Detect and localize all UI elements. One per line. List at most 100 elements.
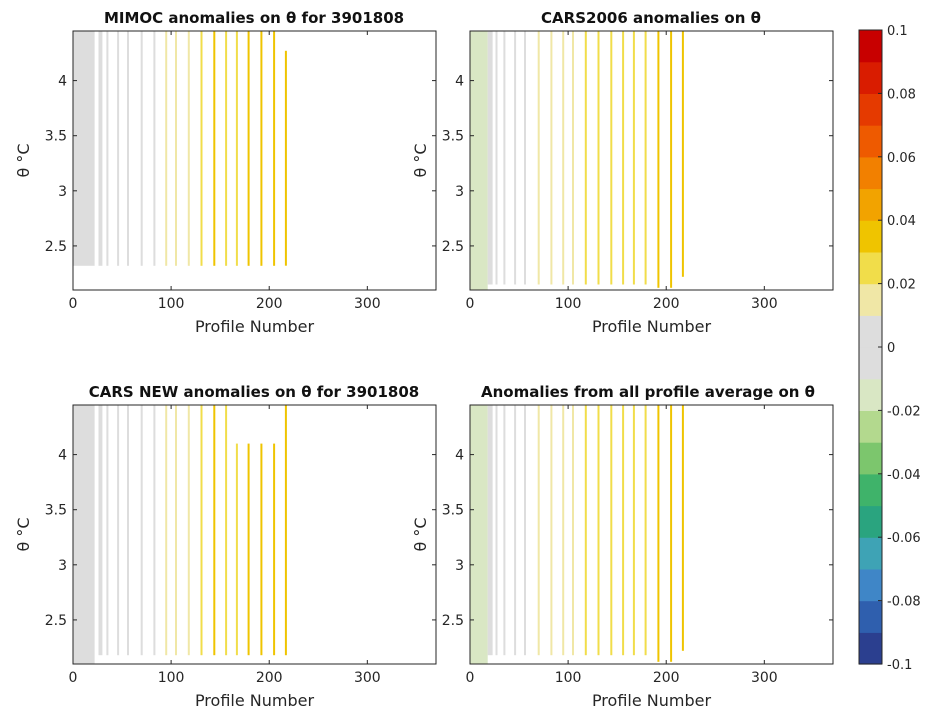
y-axis-label: θ °C bbox=[411, 517, 430, 551]
profile-stripe bbox=[503, 31, 506, 285]
colorbar-segment bbox=[859, 125, 882, 158]
profile-stripe bbox=[524, 31, 526, 285]
profile-stripe bbox=[225, 31, 228, 266]
colorbar-segment bbox=[859, 632, 882, 665]
panel-3: 0 100 200 300 2.5 3 3.5 4 CARS NEW anomalies on … bbox=[14, 383, 437, 710]
profile-stripe bbox=[106, 405, 109, 656]
y-tick-label: 2.5 bbox=[442, 613, 464, 629]
profile-stripe bbox=[657, 31, 660, 288]
axes-box bbox=[72, 30, 437, 291]
x-tick-label: 200 bbox=[256, 670, 283, 686]
profile-stripe bbox=[572, 31, 574, 285]
profile-stripe bbox=[584, 31, 587, 285]
profile-stripe bbox=[284, 50, 287, 266]
y-tick-label: 4 bbox=[455, 74, 464, 90]
colorbar-segment bbox=[859, 473, 882, 507]
profile-stripe bbox=[247, 31, 250, 266]
profile-stripe bbox=[165, 405, 168, 656]
y-axis-label: θ °C bbox=[411, 143, 430, 177]
colorbar-tick-label: 0 bbox=[887, 341, 895, 356]
profile-stripe bbox=[140, 405, 143, 656]
profile-stripe bbox=[284, 405, 287, 656]
x-tick-label: 200 bbox=[653, 670, 680, 686]
colorbar: 0.1 0.08 0.06 0.04 0.02 0 -0.02 -0.04 -0.06 -0.08… bbox=[858, 24, 921, 673]
profile-stripe bbox=[117, 405, 120, 656]
profile-stripe bbox=[235, 443, 238, 656]
profile-stripe bbox=[260, 31, 263, 266]
profile-stripe bbox=[200, 405, 203, 656]
profile-stripe bbox=[165, 31, 168, 266]
y-tick-label: 2.5 bbox=[442, 239, 464, 255]
profile-stripe bbox=[153, 405, 156, 656]
profile-stripe bbox=[487, 405, 493, 656]
colorbar-segment bbox=[859, 156, 882, 190]
profile-stripe bbox=[235, 31, 238, 266]
profile-stripe bbox=[622, 405, 625, 656]
profile-stripe bbox=[681, 31, 684, 277]
y-tick-label: 3.5 bbox=[442, 503, 464, 519]
y-tick-label: 3 bbox=[58, 184, 67, 200]
colorbar-segment bbox=[859, 93, 882, 126]
profile-stripe bbox=[153, 31, 156, 266]
profile-stripe bbox=[610, 31, 613, 285]
profile-stripe bbox=[175, 405, 177, 656]
profile-stripe bbox=[273, 31, 276, 266]
profile-stripe bbox=[495, 405, 498, 656]
profile-stripe bbox=[487, 31, 493, 285]
x-tick-label: 300 bbox=[751, 296, 778, 312]
profile-stripe bbox=[175, 31, 177, 266]
colorbar-segment bbox=[859, 188, 882, 221]
colorbar-tick-label: 0.02 bbox=[887, 278, 916, 293]
colorbar-segment bbox=[859, 30, 882, 63]
y-tick-label: 2.5 bbox=[45, 239, 67, 255]
profile-stripe bbox=[98, 31, 103, 266]
colorbar-segment bbox=[859, 537, 882, 570]
colorbar-tick-label: -0.06 bbox=[887, 531, 921, 546]
x-tick-label: 0 bbox=[69, 670, 78, 686]
profile-stripe bbox=[187, 31, 190, 266]
colorbar-segment bbox=[859, 568, 882, 602]
profile-stripe bbox=[550, 31, 553, 285]
profile-stripe bbox=[670, 405, 673, 662]
profile-stripe bbox=[187, 405, 190, 656]
colorbar-tick-label: -0.02 bbox=[887, 404, 921, 419]
axes-box bbox=[469, 30, 834, 291]
profile-stripe bbox=[247, 443, 250, 656]
colorbar-tick-label: -0.04 bbox=[887, 468, 921, 483]
y-tick-label: 4 bbox=[455, 448, 464, 464]
y-tick-label: 3 bbox=[455, 184, 464, 200]
x-tick-label: 100 bbox=[555, 670, 582, 686]
profile-stripe bbox=[514, 31, 517, 285]
profile-stripe bbox=[610, 405, 613, 656]
x-tick-label: 200 bbox=[653, 296, 680, 312]
profile-stripe bbox=[632, 31, 635, 285]
profile-stripe bbox=[140, 31, 143, 266]
profile-stripe bbox=[562, 405, 565, 656]
x-axis-label: Profile Number bbox=[195, 317, 315, 336]
colorbar-segment bbox=[859, 410, 882, 443]
profile-stripe bbox=[495, 31, 498, 285]
profile-stripe bbox=[562, 31, 565, 285]
y-axis-label: θ °C bbox=[14, 143, 33, 177]
panel-1: 0 100 200 300 2.5 3 3.5 4 MIMOC anomalies on θ f… bbox=[14, 9, 437, 336]
colorbar-tick-label: 0.1 bbox=[887, 24, 908, 39]
y-tick-label: 3.5 bbox=[45, 503, 67, 519]
profile-stripe bbox=[200, 31, 203, 266]
y-tick-label: 3 bbox=[455, 558, 464, 574]
x-tick-label: 100 bbox=[555, 296, 582, 312]
colorbar-segment bbox=[859, 315, 882, 348]
y-axis-label: θ °C bbox=[14, 517, 33, 551]
x-tick-label: 0 bbox=[69, 296, 78, 312]
profile-stripe bbox=[622, 31, 625, 285]
colorbar-tick-label: 0.04 bbox=[887, 214, 916, 229]
profile-stripe bbox=[503, 405, 506, 656]
colorbar-segment bbox=[859, 61, 882, 94]
colorbar-segment bbox=[859, 220, 882, 253]
profile-stripe bbox=[537, 31, 540, 285]
y-tick-label: 3 bbox=[58, 558, 67, 574]
profile-stripe bbox=[470, 31, 488, 290]
profile-stripe bbox=[670, 31, 673, 288]
panel-title: CARS NEW anomalies on θ for 3901808 bbox=[89, 383, 419, 401]
profile-stripe bbox=[644, 405, 647, 656]
axes-box bbox=[469, 404, 834, 665]
